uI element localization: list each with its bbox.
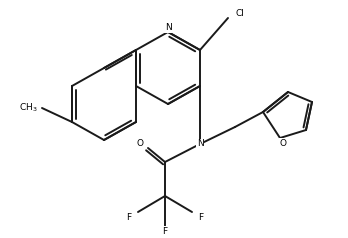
Text: F: F	[198, 213, 204, 222]
Text: F: F	[126, 213, 132, 222]
Text: CH$_3$: CH$_3$	[19, 102, 37, 114]
Text: F: F	[163, 227, 168, 235]
Text: O: O	[279, 139, 286, 148]
Text: O: O	[136, 139, 143, 148]
Text: N: N	[197, 139, 203, 149]
Text: N: N	[165, 24, 171, 33]
Text: Cl: Cl	[236, 9, 244, 18]
